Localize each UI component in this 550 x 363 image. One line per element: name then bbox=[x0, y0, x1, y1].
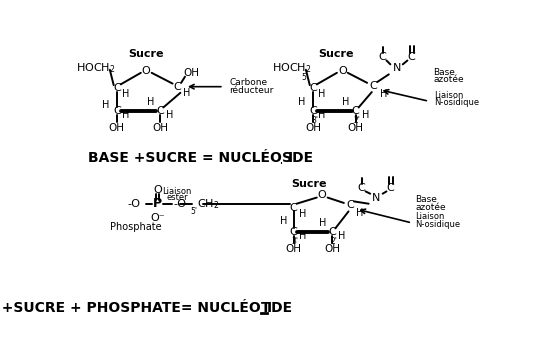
Text: C: C bbox=[387, 183, 394, 192]
Text: H: H bbox=[102, 100, 109, 110]
Text: Base: Base bbox=[415, 195, 437, 204]
Text: OH: OH bbox=[324, 244, 340, 254]
Text: 5': 5' bbox=[190, 207, 197, 216]
Text: -O: -O bbox=[128, 199, 141, 209]
Text: C: C bbox=[346, 200, 354, 210]
Text: réducteur: réducteur bbox=[229, 86, 273, 95]
Text: 2': 2' bbox=[331, 237, 337, 246]
Text: Liaison: Liaison bbox=[415, 212, 444, 221]
Text: Sucre: Sucre bbox=[318, 49, 354, 59]
Text: O: O bbox=[318, 190, 327, 200]
Text: H: H bbox=[379, 89, 387, 99]
Text: O: O bbox=[142, 65, 151, 76]
Text: azotée: azotée bbox=[415, 203, 446, 212]
Text: C: C bbox=[370, 81, 377, 91]
Text: HOCH$_2$: HOCH$_2$ bbox=[272, 61, 312, 75]
Text: C: C bbox=[379, 52, 387, 62]
Text: O: O bbox=[153, 185, 162, 195]
Text: C: C bbox=[408, 52, 415, 62]
Text: 3': 3' bbox=[311, 116, 318, 125]
Text: H: H bbox=[338, 231, 345, 241]
Text: H: H bbox=[356, 208, 363, 218]
Text: 5': 5' bbox=[301, 73, 309, 82]
Text: N: N bbox=[372, 192, 381, 203]
Text: Phosphate: Phosphate bbox=[111, 222, 162, 232]
Text: H: H bbox=[280, 216, 287, 227]
Text: C: C bbox=[309, 83, 317, 93]
Text: H: H bbox=[123, 89, 130, 99]
Text: HOCH$_2$: HOCH$_2$ bbox=[76, 61, 116, 75]
Text: C: C bbox=[351, 106, 359, 116]
Text: C: C bbox=[309, 106, 317, 116]
Text: N-osidique: N-osidique bbox=[415, 220, 460, 229]
Text: C: C bbox=[156, 106, 164, 116]
Text: C: C bbox=[113, 83, 120, 93]
Text: IDE: IDE bbox=[287, 151, 314, 164]
Text: Base: Base bbox=[433, 68, 455, 77]
Text: H: H bbox=[147, 97, 155, 107]
Text: Sucre: Sucre bbox=[129, 49, 164, 59]
Text: -O: -O bbox=[173, 199, 186, 209]
Text: BASE +SUCRE + PHOSPHATE= NUCLÉO: BASE +SUCRE + PHOSPHATE= NUCLÉO bbox=[0, 301, 261, 315]
Text: O⁻: O⁻ bbox=[151, 213, 165, 223]
Text: IDE: IDE bbox=[267, 301, 293, 315]
Text: H: H bbox=[166, 110, 173, 120]
Text: N-osidique: N-osidique bbox=[434, 98, 480, 107]
Text: OH: OH bbox=[348, 123, 364, 133]
Text: ester: ester bbox=[167, 193, 188, 202]
Text: H: H bbox=[299, 231, 306, 241]
Text: C: C bbox=[173, 82, 181, 92]
Text: CH$_2$: CH$_2$ bbox=[197, 197, 219, 211]
Text: S: S bbox=[282, 151, 292, 164]
Text: OH: OH bbox=[183, 68, 199, 78]
Text: O: O bbox=[338, 65, 346, 76]
Text: H: H bbox=[319, 218, 327, 228]
Text: C: C bbox=[328, 227, 336, 237]
Text: OH: OH bbox=[285, 244, 301, 254]
Text: C: C bbox=[358, 183, 366, 192]
Text: H: H bbox=[362, 110, 369, 120]
Text: P: P bbox=[153, 197, 162, 210]
Text: Sucre: Sucre bbox=[292, 179, 327, 189]
Text: OH: OH bbox=[305, 123, 321, 133]
Text: H: H bbox=[123, 110, 130, 120]
Text: OH: OH bbox=[109, 123, 125, 133]
Text: N: N bbox=[392, 63, 401, 73]
Text: 2': 2' bbox=[354, 116, 360, 125]
Text: H: H bbox=[342, 97, 349, 107]
Text: H: H bbox=[299, 209, 306, 219]
Text: Carbone: Carbone bbox=[229, 78, 267, 86]
Text: H: H bbox=[318, 89, 326, 99]
Text: C: C bbox=[113, 106, 120, 116]
Text: 3': 3' bbox=[292, 237, 299, 246]
Text: C: C bbox=[290, 227, 298, 237]
Text: azotée: azotée bbox=[433, 75, 464, 84]
Text: H: H bbox=[298, 97, 305, 107]
Text: OH: OH bbox=[152, 123, 168, 133]
Text: H: H bbox=[318, 110, 326, 120]
Text: Liaison: Liaison bbox=[163, 187, 192, 196]
Text: H: H bbox=[183, 88, 190, 98]
Text: BASE +SUCRE = NUCLÉO: BASE +SUCRE = NUCLÉO bbox=[88, 151, 282, 164]
Text: Liaison: Liaison bbox=[434, 91, 464, 101]
Text: T: T bbox=[261, 301, 271, 315]
Text: C: C bbox=[290, 203, 298, 213]
